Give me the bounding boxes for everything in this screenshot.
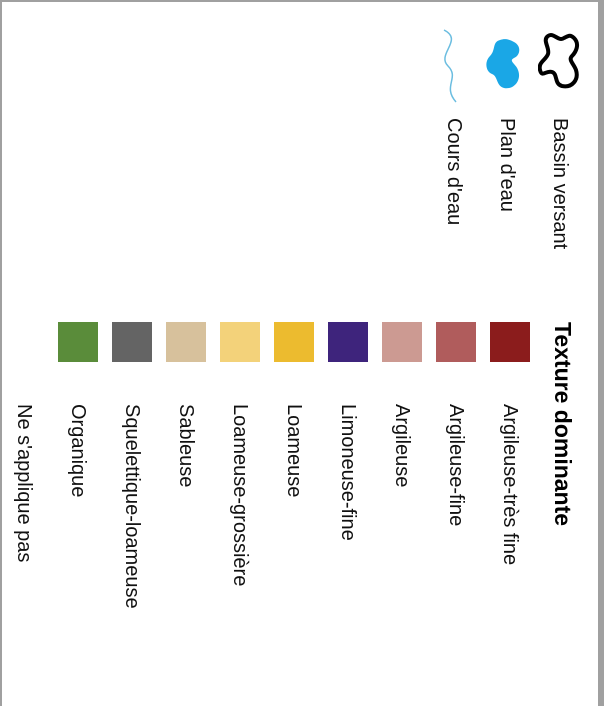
texture-item: Limoneuse-fine <box>328 322 368 541</box>
texture-section-title: Texture dominante <box>550 322 576 527</box>
texture-swatch <box>166 322 206 362</box>
texture-item: Argileuse <box>382 322 422 487</box>
texture-label: Ne s'applique pas <box>13 404 35 563</box>
texture-item: Organique <box>58 322 98 497</box>
water-body-icon <box>486 39 520 89</box>
legend-item-watershed: Bassin versant <box>549 118 571 250</box>
texture-item: Loameuse <box>274 322 314 497</box>
watershed-outline-icon <box>538 33 580 89</box>
texture-item: Sableuse <box>166 322 206 487</box>
texture-swatch <box>274 322 314 362</box>
texture-swatch <box>382 322 422 362</box>
legend-item-water-body: Plan d'eau <box>496 118 518 212</box>
texture-swatch <box>4 322 44 362</box>
texture-item: Loameuse-grossière <box>220 322 260 586</box>
legend-label-stream: Cours d'eau <box>443 118 465 226</box>
texture-label: Squelettique-loameuse <box>121 404 143 609</box>
texture-item: Argileuse-fine <box>436 322 476 526</box>
texture-label: Argileuse-fine <box>445 404 467 527</box>
legend-label-water-body: Plan d'eau <box>496 118 518 212</box>
texture-item: Ne s'applique pas <box>4 322 44 562</box>
texture-label: Loameuse-grossière <box>229 404 251 587</box>
stream-line-icon <box>443 29 457 103</box>
legend-item-stream: Cours d'eau <box>443 118 465 226</box>
texture-swatch <box>112 322 152 362</box>
texture-label: Loameuse <box>283 404 305 498</box>
texture-swatch <box>220 322 260 362</box>
texture-label: Organique <box>67 404 89 498</box>
texture-item: Argileuse-très fine <box>490 322 530 565</box>
texture-label: Argileuse-très fine <box>499 404 521 566</box>
texture-label: Limoneuse-fine <box>337 404 359 541</box>
texture-swatch <box>490 322 530 362</box>
texture-swatch <box>328 322 368 362</box>
texture-item: Squelettique-loameuse <box>112 322 152 609</box>
texture-swatch <box>436 322 476 362</box>
texture-label: Sableuse <box>175 404 197 488</box>
legend-label-watershed: Bassin versant <box>549 118 571 250</box>
texture-label: Argileuse <box>391 404 413 488</box>
texture-swatch <box>58 322 98 362</box>
